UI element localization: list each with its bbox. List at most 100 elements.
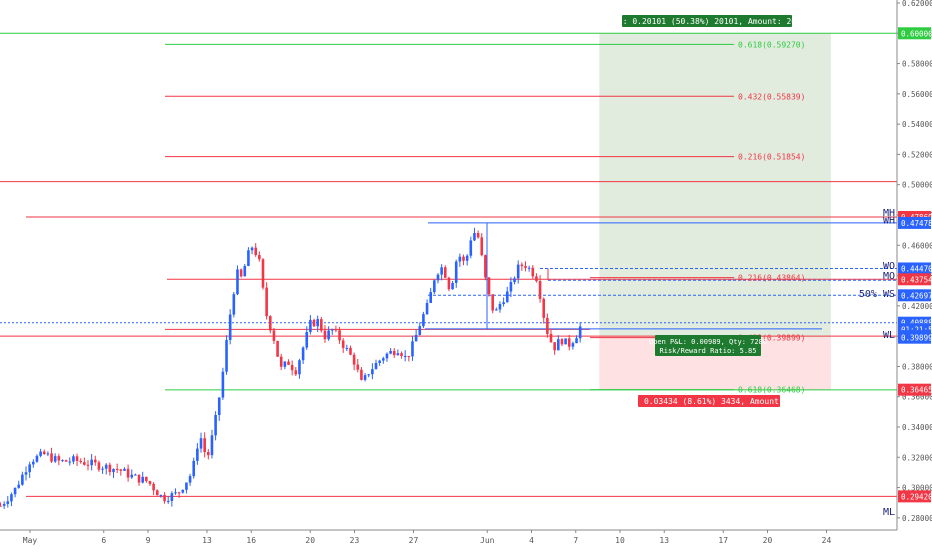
candle-147 — [535, 273, 538, 283]
candle-body — [90, 459, 93, 466]
candle-body — [28, 464, 31, 473]
candle-53 — [192, 457, 196, 479]
candle-35 — [126, 464, 130, 482]
candle-5 — [17, 480, 21, 489]
candle-body — [203, 438, 206, 453]
candle-24 — [86, 460, 90, 471]
candle-154 — [560, 338, 564, 347]
candle-149 — [542, 297, 546, 324]
candle-body — [10, 494, 13, 502]
candle-body — [451, 282, 454, 290]
x-tick-label-13: 17 — [718, 536, 728, 545]
position-zones — [599, 33, 831, 390]
candle-body — [115, 468, 119, 470]
candle-49 — [177, 491, 181, 498]
candle-body — [68, 461, 72, 463]
candle-60 — [217, 397, 221, 421]
candle-body — [356, 364, 360, 370]
candle-16 — [57, 453, 61, 466]
candle-137 — [498, 301, 502, 313]
candle-57 — [207, 449, 210, 460]
candle-73 — [265, 282, 268, 320]
price-badge-0 — [898, 27, 931, 40]
candle-136 — [495, 307, 498, 311]
candle-body — [145, 476, 148, 482]
candle-body — [279, 356, 283, 367]
candle-body — [542, 298, 546, 318]
price-badge-label-9: 0.39899 — [901, 334, 932, 343]
candle-109 — [396, 349, 400, 356]
candle-157 — [571, 341, 575, 350]
candle-body — [119, 469, 123, 471]
candle-body — [462, 256, 465, 261]
candle-body — [152, 483, 155, 491]
candle-75 — [272, 327, 276, 345]
candle-117 — [425, 299, 429, 315]
candle-body — [6, 501, 10, 504]
candle-14 — [50, 447, 53, 464]
candle-body — [349, 347, 352, 355]
target-label-text: Target: 0.20101 (50.38%) 20101, Amount: … — [594, 17, 821, 26]
candle-2 — [6, 496, 10, 508]
candle-body — [316, 319, 319, 327]
candle-55 — [199, 432, 203, 453]
y-tick-label-3: 0.34000 — [902, 423, 932, 432]
candle-body — [276, 340, 279, 357]
candle-body — [134, 474, 137, 476]
candle-body — [61, 460, 64, 462]
candle-146 — [531, 265, 535, 279]
candle-body — [469, 240, 473, 256]
y-tick-label-9: 0.46000 — [902, 241, 932, 250]
candle-27 — [97, 460, 101, 472]
y-tick-label-2: 0.32000 — [902, 453, 932, 462]
candle-41 — [148, 480, 152, 487]
candle-145 — [527, 265, 531, 272]
candle-body — [378, 360, 381, 363]
candle-54 — [196, 443, 199, 465]
candle-112 — [407, 355, 411, 362]
candle-104 — [378, 359, 381, 366]
level-name-3: MO — [883, 271, 895, 282]
candle-18 — [64, 459, 68, 462]
candle-body — [39, 451, 42, 456]
candle-body — [57, 456, 61, 461]
pnl-text: Open P&L: 0.00989, Qty: 7280 — [649, 338, 767, 346]
candle-body — [42, 451, 46, 455]
candle-body — [188, 476, 192, 483]
candle-body — [411, 341, 414, 357]
candle-body — [185, 482, 188, 490]
candle-37 — [134, 473, 137, 476]
candle-body — [24, 472, 28, 475]
candle-body — [72, 456, 75, 462]
candle-body — [538, 281, 542, 299]
x-tick-label-5: 20 — [305, 536, 315, 545]
price-badge-label-4: 0.43754 — [901, 275, 932, 284]
x-tick-label-7: 27 — [409, 536, 419, 545]
candle-159 — [578, 322, 582, 343]
y-tick-label-17: 0.62000 — [902, 0, 932, 8]
price-badge-label-2: 0.47478 — [901, 219, 932, 228]
target-label: Target: 0.20101 (50.38%) 20101, Amount: … — [594, 15, 821, 27]
candle-body — [214, 415, 217, 436]
candle-body — [137, 474, 141, 483]
candle-93 — [338, 326, 341, 344]
candle-158 — [575, 335, 578, 344]
candle-120 — [436, 273, 440, 284]
candle-body — [287, 361, 290, 365]
candle-58 — [210, 429, 214, 459]
y-tick-label-12: 0.52000 — [902, 150, 932, 159]
candle-125 — [454, 259, 458, 288]
price-badge-label-3: 0.44470 — [901, 264, 932, 273]
candle-body — [50, 453, 53, 462]
x-tick-label-4: 16 — [246, 536, 256, 545]
price-badge-2 — [898, 216, 931, 229]
candle-body — [298, 360, 301, 375]
candle-body — [447, 277, 451, 290]
candle-body — [265, 287, 268, 317]
candle-95 — [345, 344, 349, 352]
candle-body — [480, 237, 484, 256]
price-badge-4 — [898, 273, 931, 286]
fib-label-5: 0.618(0.36468) — [738, 386, 805, 395]
